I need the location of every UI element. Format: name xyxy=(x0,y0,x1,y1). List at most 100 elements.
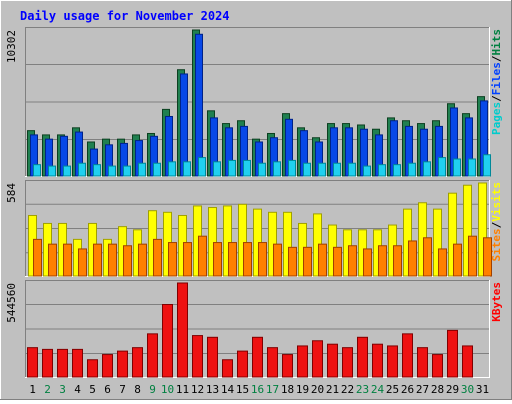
bar-hits-files-pages-pages-day-7 xyxy=(123,165,131,177)
bar-kbytes-kbytes-day-10 xyxy=(162,304,173,378)
bar-visits-sites-sites-day-4 xyxy=(78,248,87,277)
bar-hits-files-pages-pages-day-31 xyxy=(483,154,491,177)
x-tick-label-day-17: 17 xyxy=(266,383,279,396)
bar-visits-sites-visits-day-13 xyxy=(208,207,217,277)
bar-hits-files-pages-pages-day-14 xyxy=(228,159,236,177)
x-tick-label-day-20: 20 xyxy=(311,383,324,396)
legend-item-pages: Pages xyxy=(490,102,503,135)
panel-visits-sites-legend: Sites/Visits xyxy=(490,182,503,262)
bar-visits-sites-sites-day-7 xyxy=(123,245,132,277)
bar-kbytes-kbytes-day-7 xyxy=(117,350,128,378)
bar-hits-files-pages-pages-day-21 xyxy=(333,162,341,177)
bar-kbytes-kbytes-day-25 xyxy=(387,345,398,378)
bar-visits-sites-sites-day-6 xyxy=(108,243,117,277)
x-tick-label-day-26: 26 xyxy=(401,383,414,396)
bar-hits-files-pages-pages-day-29 xyxy=(453,158,461,177)
x-tick-label-day-9: 9 xyxy=(149,383,156,396)
x-tick-label-day-28: 28 xyxy=(431,383,444,396)
x-tick-label-day-10: 10 xyxy=(161,383,174,396)
bar-hits-files-pages-pages-day-15 xyxy=(243,159,251,177)
bar-visits-sites-sites-day-3 xyxy=(63,243,72,277)
bar-visits-sites-visits-day-28 xyxy=(433,208,442,277)
bar-kbytes-kbytes-day-5 xyxy=(87,359,98,378)
bar-kbytes-kbytes-day-16 xyxy=(252,336,263,378)
bar-kbytes-kbytes-day-18 xyxy=(282,354,293,378)
bar-visits-sites-sites-day-17 xyxy=(273,243,282,277)
x-tick-label-day-4: 4 xyxy=(74,383,81,396)
legend-separator: / xyxy=(490,95,503,102)
bar-visits-sites-visits-day-31 xyxy=(478,182,487,277)
bar-kbytes-kbytes-day-22 xyxy=(342,347,353,378)
x-tick-label-day-30: 30 xyxy=(461,383,474,396)
x-tick-label-day-6: 6 xyxy=(104,383,111,396)
legend-item-files: Files xyxy=(490,62,503,95)
bar-hits-files-pages-pages-day-5 xyxy=(93,164,101,177)
x-tick-label-day-27: 27 xyxy=(416,383,429,396)
x-tick-label-day-5: 5 xyxy=(89,383,96,396)
x-tick-label-day-18: 18 xyxy=(281,383,294,396)
bar-hits-files-pages-pages-day-17 xyxy=(273,161,281,177)
bar-kbytes-kbytes-day-3 xyxy=(57,348,68,378)
bar-kbytes-kbytes-day-29 xyxy=(447,329,458,378)
bar-visits-sites-sites-day-21 xyxy=(333,246,342,277)
bar-hits-files-pages-pages-day-11 xyxy=(183,161,191,177)
bar-hits-files-pages-pages-day-23 xyxy=(363,165,371,177)
bar-visits-sites-sites-day-13 xyxy=(213,242,222,277)
x-tick-label-day-7: 7 xyxy=(119,383,126,396)
bar-hits-files-pages-files-day-12 xyxy=(195,33,203,177)
bar-visits-sites-sites-day-25 xyxy=(393,245,402,277)
panel-hits-files-pages-legend: Pages/Files/Hits xyxy=(490,29,503,135)
bar-hits-files-pages-files-day-11 xyxy=(180,73,188,177)
bar-hits-files-pages-pages-day-30 xyxy=(468,158,476,177)
bar-hits-files-pages-pages-day-9 xyxy=(153,162,161,177)
bar-kbytes-kbytes-day-28 xyxy=(432,354,443,378)
bar-visits-sites-sites-day-20 xyxy=(318,243,327,277)
bar-hits-files-pages-pages-day-6 xyxy=(108,165,116,177)
bar-visits-sites-sites-day-22 xyxy=(348,245,357,277)
x-tick-label-day-21: 21 xyxy=(326,383,339,396)
x-tick-label-day-24: 24 xyxy=(371,383,385,396)
x-tick-label-day-22: 22 xyxy=(341,383,354,396)
bar-hits-files-pages-pages-day-1 xyxy=(33,164,41,177)
bar-visits-sites-sites-day-23 xyxy=(363,248,372,277)
bar-visits-sites-visits-day-30 xyxy=(463,184,472,277)
bar-kbytes-kbytes-day-2 xyxy=(42,348,53,378)
legend-separator: / xyxy=(490,55,503,62)
bar-visits-sites-sites-day-27 xyxy=(423,237,432,277)
bar-kbytes-kbytes-day-9 xyxy=(147,333,158,378)
bar-visits-sites-sites-day-26 xyxy=(408,240,417,277)
bar-visits-sites-sites-day-1 xyxy=(33,238,42,277)
x-tick-label-day-14: 14 xyxy=(221,383,235,396)
legend-item-visits: Visits xyxy=(490,182,503,222)
bar-kbytes-kbytes-day-8 xyxy=(132,347,143,378)
x-tick-label-day-29: 29 xyxy=(446,383,459,396)
bar-kbytes-kbytes-day-23 xyxy=(357,336,368,378)
bar-kbytes-kbytes-day-20 xyxy=(312,340,323,378)
bar-hits-files-pages-pages-day-4 xyxy=(78,162,86,177)
bar-hits-files-pages-pages-day-18 xyxy=(288,159,296,177)
bar-visits-sites-visits-day-29 xyxy=(448,192,457,277)
bar-hits-files-pages-pages-day-22 xyxy=(348,162,356,177)
bar-hits-files-pages-pages-day-19 xyxy=(303,162,311,177)
x-tick-label-day-25: 25 xyxy=(386,383,399,396)
x-tick-label-day-12: 12 xyxy=(191,383,204,396)
bar-kbytes-kbytes-day-13 xyxy=(207,336,218,378)
bar-kbytes-kbytes-day-30 xyxy=(462,345,473,378)
bar-visits-sites-sites-day-8 xyxy=(138,243,147,277)
bar-hits-files-pages-pages-day-24 xyxy=(378,164,386,177)
bar-visits-sites-sites-day-12 xyxy=(198,235,207,277)
bar-visits-sites-sites-day-14 xyxy=(228,242,237,277)
bar-visits-sites-visits-day-18 xyxy=(283,211,292,277)
bar-kbytes-kbytes-day-11 xyxy=(177,282,188,378)
legend-item-kbytes: KBytes xyxy=(490,282,503,322)
x-tick-label-day-15: 15 xyxy=(236,383,249,396)
bar-hits-files-pages-pages-day-28 xyxy=(438,157,446,177)
x-tick-label-day-3: 3 xyxy=(59,383,66,396)
bar-hits-files-pages-pages-day-13 xyxy=(213,161,221,177)
bar-hits-files-pages-pages-day-3 xyxy=(63,165,71,177)
bar-visits-sites-sites-day-15 xyxy=(243,242,252,277)
legend-separator: / xyxy=(490,221,503,228)
bar-visits-sites-sites-day-11 xyxy=(183,242,192,277)
